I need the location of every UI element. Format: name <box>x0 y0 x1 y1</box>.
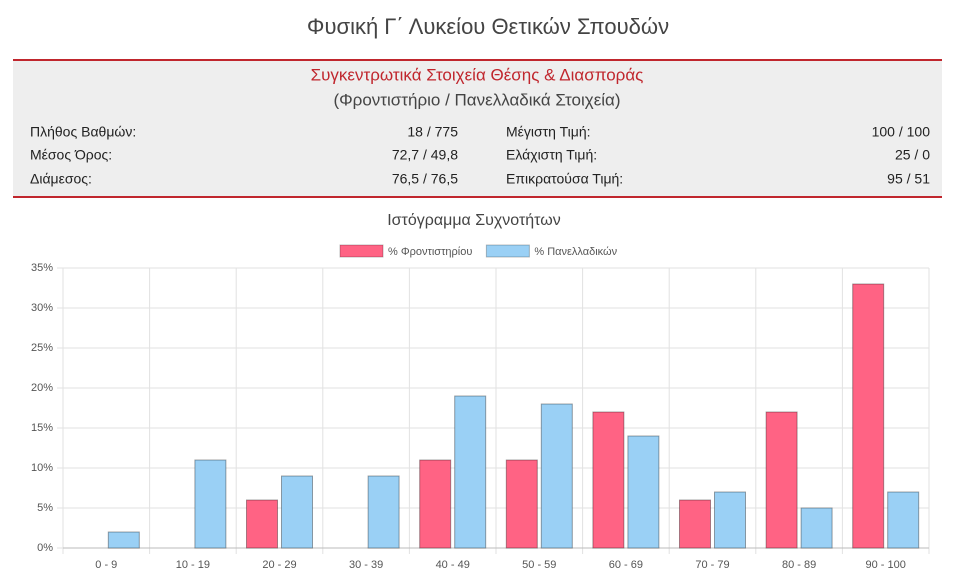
x-tick-label: 80 - 89 <box>782 559 816 571</box>
x-tick-label: 30 - 39 <box>349 559 383 571</box>
stat-label: Ελάχιστη Τιμή: <box>506 147 597 163</box>
chart-title: Ιστόγραμμα Συχνοτήτων <box>387 212 561 229</box>
stat-value: 100 / 100 <box>872 124 931 140</box>
y-tick-label: 10% <box>31 462 53 474</box>
y-tick-label: 5% <box>37 502 53 514</box>
bar <box>194 459 227 549</box>
summary-box <box>13 60 942 198</box>
y-tick-label: 0% <box>37 542 53 554</box>
page-title: Φυσική Γ΄ Λυκείου Θετικών Σπουδών <box>307 14 669 39</box>
bar <box>852 283 885 549</box>
bar <box>540 403 573 549</box>
x-tick-label: 0 - 9 <box>95 559 117 571</box>
bar <box>281 475 313 549</box>
stat-value: 25 / 0 <box>895 147 930 163</box>
bar <box>454 395 487 549</box>
stat-value: 72,7 / 49,8 <box>392 147 458 163</box>
y-tick-label: 20% <box>31 382 53 394</box>
stat-label: Διάμεσος: <box>30 171 92 187</box>
x-tick-label: 90 - 100 <box>866 559 906 571</box>
x-tick-label: 60 - 69 <box>609 559 643 571</box>
bar <box>246 499 278 549</box>
bar <box>419 459 452 549</box>
x-tick-label: 40 - 49 <box>436 559 470 571</box>
bar <box>765 411 798 549</box>
y-tick-label: 35% <box>31 262 53 274</box>
stat-value: 18 / 775 <box>407 124 458 140</box>
legend-swatch <box>485 244 530 258</box>
bar <box>800 507 833 549</box>
bar <box>505 459 538 549</box>
stat-label: Μέσος Όρος: <box>30 147 112 163</box>
bar <box>107 531 140 549</box>
y-tick-label: 15% <box>31 422 53 434</box>
bar <box>679 499 711 549</box>
x-tick-label: 10 - 19 <box>176 559 210 571</box>
stat-label: Πλήθος Βαθμών: <box>30 124 136 140</box>
bar <box>627 435 660 549</box>
box-border <box>13 196 942 198</box>
box-border <box>13 59 942 61</box>
bar <box>592 411 625 549</box>
stat-label: Επικρατούσα Τιμή: <box>506 171 623 187</box>
legend-swatch <box>339 244 384 258</box>
summary-subtitle: (Φροντιστήριο / Πανελλαδικά Στοιχεία) <box>333 90 620 109</box>
x-tick-label: 70 - 79 <box>695 559 729 571</box>
summary-title: Συγκεντρωτικά Στοιχεία Θέσης & Διασποράς <box>311 65 644 84</box>
stat-label: Μέγιστη Τιμή: <box>506 124 591 140</box>
x-tick-label: 20 - 29 <box>262 559 296 571</box>
bar <box>714 491 746 549</box>
y-tick-label: 25% <box>31 342 53 354</box>
x-tick-label: 50 - 59 <box>522 559 556 571</box>
y-tick-label: 30% <box>31 302 53 314</box>
bar <box>367 475 400 549</box>
stat-value: 76,5 / 76,5 <box>392 171 458 187</box>
legend-label: % Πανελλαδικών <box>534 246 617 258</box>
stat-value: 95 / 51 <box>887 171 930 187</box>
bar <box>887 491 920 549</box>
legend-label: % Φροντιστηρίου <box>388 246 472 258</box>
